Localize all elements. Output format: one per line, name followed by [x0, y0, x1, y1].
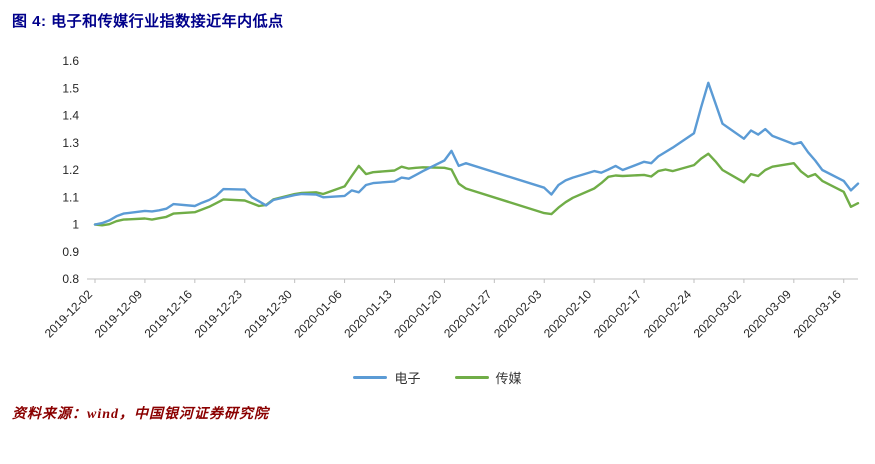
x-axis-tick-label: 2020-02-10 — [541, 287, 595, 341]
y-axis-tick-label: 1.5 — [62, 81, 79, 95]
x-axis-tick-label: 2019-12-02 — [42, 287, 96, 341]
x-axis-tick-label: 2020-02-03 — [491, 287, 545, 341]
x-axis-tick-label: 2020-02-17 — [591, 287, 645, 341]
x-axis-tick-label: 2020-01-27 — [441, 287, 495, 341]
legend-label-media: 传媒 — [495, 371, 522, 386]
x-axis-tick-label: 2019-12-23 — [192, 287, 246, 341]
media-line-swatch — [454, 376, 489, 379]
y-axis-tick-label: 1.3 — [62, 136, 79, 150]
x-axis-tick-label: 2020-03-09 — [741, 287, 795, 341]
x-axis-tick-label: 2019-12-09 — [92, 287, 146, 341]
chart-legend: 电子 传媒 — [0, 368, 875, 387]
x-axis-tick-label: 2020-01-20 — [391, 287, 445, 341]
chart-title: 图 4: 电子和传媒行业指数接近年内低点 — [12, 13, 284, 30]
x-axis-tick-label: 2020-01-13 — [341, 287, 395, 341]
source-note: 资料来源：wind，中国银河证券研究院 — [12, 407, 270, 422]
y-axis-tick-label: 1.4 — [62, 109, 79, 123]
electronics-line-swatch — [353, 376, 388, 379]
x-axis-tick-label: 2020-03-02 — [691, 287, 745, 341]
x-axis-tick-label: 2019-12-16 — [142, 287, 196, 341]
y-axis-tick-label: 1.6 — [62, 54, 79, 68]
electronics-line — [93, 81, 860, 226]
y-axis-tick-label: 0.8 — [62, 272, 79, 286]
x-axis-tick-label: 2020-01-06 — [291, 287, 345, 341]
media-line — [93, 152, 860, 227]
x-axis-tick-label: 2020-03-16 — [791, 287, 845, 341]
legend-label-electronics: 电子 — [394, 371, 421, 386]
y-axis-tick-label: 0.9 — [62, 245, 79, 259]
y-axis-tick-label: 1.1 — [62, 190, 79, 204]
x-axis-tick-label: 2019-12-30 — [241, 287, 295, 341]
legend-item-electronics: 电子 — [353, 368, 421, 387]
y-axis-tick-label: 1 — [72, 218, 79, 232]
y-axis-tick-label: 1.2 — [62, 163, 79, 177]
legend-item-media: 传媒 — [454, 368, 522, 387]
line-chart: 0.80.911.11.21.31.41.51.62019-12-022019-… — [42, 54, 860, 341]
x-axis-tick-label: 2020-02-24 — [641, 287, 695, 341]
